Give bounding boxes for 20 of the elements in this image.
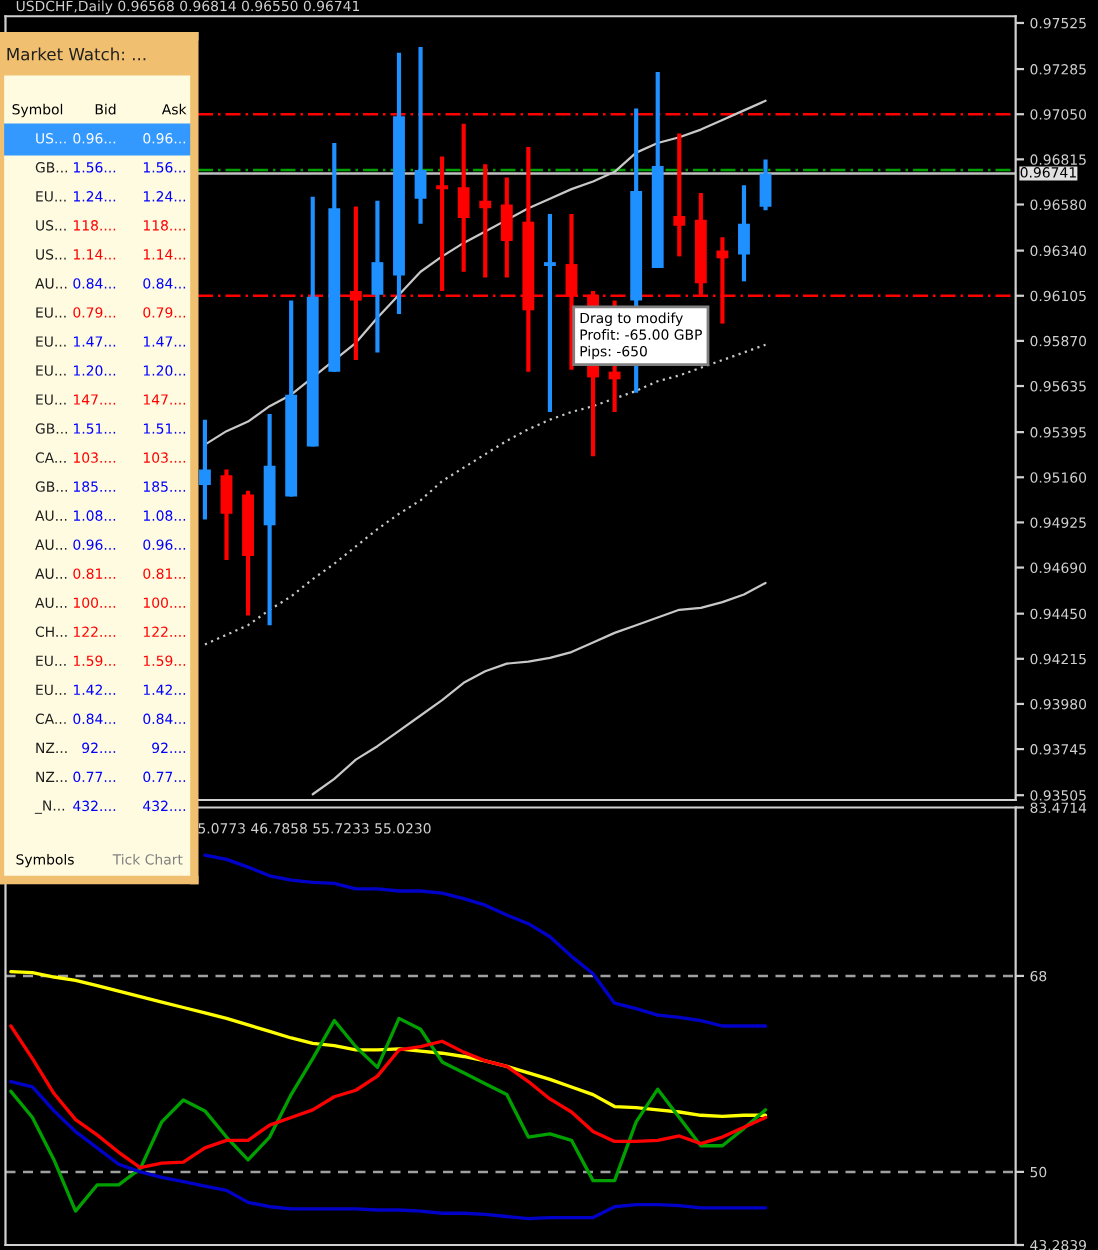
candlestick bbox=[371, 198, 384, 355]
candlestick bbox=[673, 131, 686, 259]
candlestick bbox=[457, 121, 470, 274]
candlestick bbox=[543, 212, 556, 415]
text: Market Watch: ... bbox=[7, 47, 146, 61]
candlestick bbox=[759, 157, 772, 213]
candlestick bbox=[500, 175, 513, 280]
line-series bbox=[203, 343, 767, 646]
line-series bbox=[311, 581, 767, 796]
candlestick bbox=[436, 154, 449, 294]
line-series bbox=[9, 969, 768, 1119]
line-series bbox=[9, 1016, 768, 1213]
line-series bbox=[9, 1079, 768, 1221]
candlestick bbox=[199, 417, 211, 522]
candlestick bbox=[479, 162, 492, 280]
line-series bbox=[9, 1024, 768, 1170]
candlestick bbox=[414, 44, 427, 226]
line-series bbox=[203, 853, 768, 1028]
candlestick bbox=[220, 467, 233, 562]
candlestick bbox=[738, 183, 750, 284]
